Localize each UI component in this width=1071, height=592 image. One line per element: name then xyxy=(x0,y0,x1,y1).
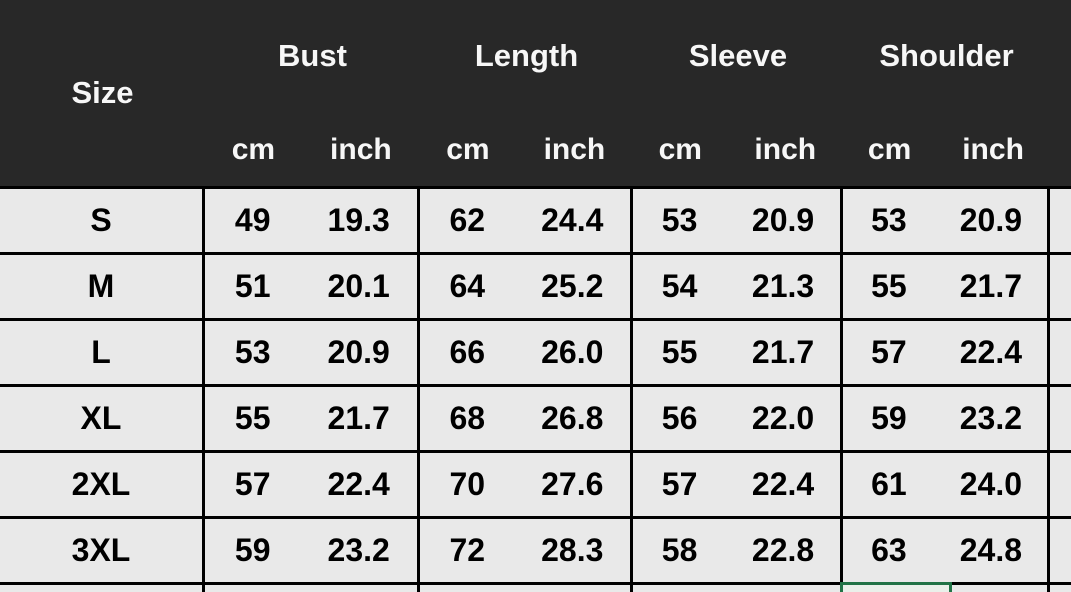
shoulder-inch-cell: 20.9 xyxy=(959,202,1023,238)
length-cm-cell: 72 xyxy=(449,532,486,568)
header-group-label: Bust xyxy=(278,38,347,73)
grid-line xyxy=(1047,585,1050,592)
right-sliver-cell xyxy=(1050,453,1071,516)
bust-cm-cell: 53 xyxy=(234,334,271,370)
sleeve-inch-cell: 21.7 xyxy=(751,334,815,370)
right-sliver-cell xyxy=(1050,189,1071,252)
length-cm-cell: 70 xyxy=(449,466,486,502)
grid-line xyxy=(417,585,420,592)
length-inch-cell: 26.0 xyxy=(541,334,604,370)
sleeve-cm-cell: 54 xyxy=(661,268,698,304)
size-cell: 2XL xyxy=(0,453,205,516)
length-cm-cell: 62 xyxy=(449,202,486,238)
header-group-label: Shoulder xyxy=(879,38,1014,73)
bust-inch-cell: 22.4 xyxy=(327,466,390,502)
shoulder-inch-cell: 23.2 xyxy=(959,400,1023,436)
header-unit-cm: cm xyxy=(446,133,490,166)
table-row-m: M 51 20.1 64 25.2 54 21.3 55 21.7 xyxy=(0,252,1071,318)
size-cell: S xyxy=(0,189,205,252)
sleeve-cm-cell: 53 xyxy=(661,202,698,238)
shoulder-inch-cell: 22.4 xyxy=(959,334,1023,370)
shoulder-cm-cell: 53 xyxy=(871,202,907,238)
bust-inch-cell: 21.7 xyxy=(327,400,390,436)
table-row-3xl: 3XL 59 23.2 72 28.3 58 22.8 63 24.8 xyxy=(0,516,1071,582)
header-group-length: Length cm inch xyxy=(420,0,633,186)
header-unit-cm: cm xyxy=(231,133,276,166)
table-row-l: L 53 20.9 66 26.0 55 21.7 57 22.4 xyxy=(0,318,1071,384)
bust-cm-cell: 49 xyxy=(234,202,271,238)
selected-cell[interactable] xyxy=(840,582,952,592)
bust-inch-cell: 23.2 xyxy=(327,532,390,568)
right-sliver-cell xyxy=(1050,387,1071,450)
length-inch-cell: 28.3 xyxy=(541,532,604,568)
header-unit-cm: cm xyxy=(867,133,912,166)
bust-inch-cell: 20.9 xyxy=(327,334,390,370)
sleeve-inch-cell: 20.9 xyxy=(751,202,815,238)
clipped-next-row xyxy=(0,582,1071,592)
header-unit-inch: inch xyxy=(330,133,392,166)
header-size: Size xyxy=(71,75,134,110)
length-cm-cell: 64 xyxy=(449,268,486,304)
sleeve-cm-cell: 58 xyxy=(661,532,698,568)
sleeve-inch-cell: 22.4 xyxy=(751,466,815,502)
size-cell: XL xyxy=(0,387,205,450)
table-header: Size Bust cm inch Length cm inch Sleeve … xyxy=(0,0,1071,186)
length-inch-cell: 25.2 xyxy=(541,268,604,304)
table-row-xl: XL 55 21.7 68 26.8 56 22.0 59 23.2 xyxy=(0,384,1071,450)
length-cm-cell: 68 xyxy=(449,400,486,436)
shoulder-inch-cell: 24.0 xyxy=(959,466,1023,502)
bust-cm-cell: 57 xyxy=(234,466,271,502)
bust-cm-cell: 55 xyxy=(234,400,271,436)
right-sliver-cell xyxy=(1050,255,1071,318)
length-inch-cell: 24.4 xyxy=(541,202,604,238)
shoulder-cm-cell: 59 xyxy=(871,400,907,436)
shoulder-inch-cell: 21.7 xyxy=(959,268,1023,304)
sleeve-cm-cell: 57 xyxy=(661,466,698,502)
bust-cm-cell: 51 xyxy=(234,268,271,304)
length-inch-cell: 27.6 xyxy=(541,466,604,502)
shoulder-cm-cell: 63 xyxy=(871,532,907,568)
shoulder-cm-cell: 55 xyxy=(871,268,907,304)
sleeve-inch-cell: 22.0 xyxy=(751,400,815,436)
bust-cm-cell: 59 xyxy=(234,532,271,568)
grid-line xyxy=(202,585,205,592)
size-cell: L xyxy=(0,321,205,384)
grid-line xyxy=(630,585,633,592)
size-cell: 3XL xyxy=(0,519,205,582)
header-unit-cm: cm xyxy=(658,133,702,166)
table-row-2xl: 2XL 57 22.4 70 27.6 57 22.4 61 24.0 xyxy=(0,450,1071,516)
header-group-shoulder: Shoulder cm inch xyxy=(843,0,1050,186)
length-inch-cell: 26.8 xyxy=(541,400,604,436)
sleeve-cm-cell: 55 xyxy=(661,334,698,370)
header-group-label: Length xyxy=(474,38,579,73)
header-group-label: Sleeve xyxy=(688,38,788,73)
header-unit-inch: inch xyxy=(543,133,606,166)
length-cm-cell: 66 xyxy=(449,334,486,370)
right-sliver-cell xyxy=(1050,321,1071,384)
shoulder-cm-cell: 61 xyxy=(871,466,907,502)
header-group-sleeve: Sleeve cm inch xyxy=(633,0,843,186)
table-row-s: S 49 19.3 62 24.4 53 20.9 53 20.9 xyxy=(0,186,1071,252)
header-group-bust: Bust cm inch xyxy=(205,0,420,186)
bust-inch-cell: 20.1 xyxy=(327,268,390,304)
shoulder-cm-cell: 57 xyxy=(871,334,907,370)
sleeve-cm-cell: 56 xyxy=(661,400,698,436)
header-unit-inch: inch xyxy=(962,133,1024,166)
shoulder-inch-cell: 24.8 xyxy=(959,532,1023,568)
size-cell: M xyxy=(0,255,205,318)
header-unit-inch: inch xyxy=(754,133,817,166)
bust-inch-cell: 19.3 xyxy=(327,202,390,238)
right-sliver-cell xyxy=(1050,519,1071,582)
sleeve-inch-cell: 21.3 xyxy=(751,268,815,304)
sleeve-inch-cell: 22.8 xyxy=(751,532,815,568)
